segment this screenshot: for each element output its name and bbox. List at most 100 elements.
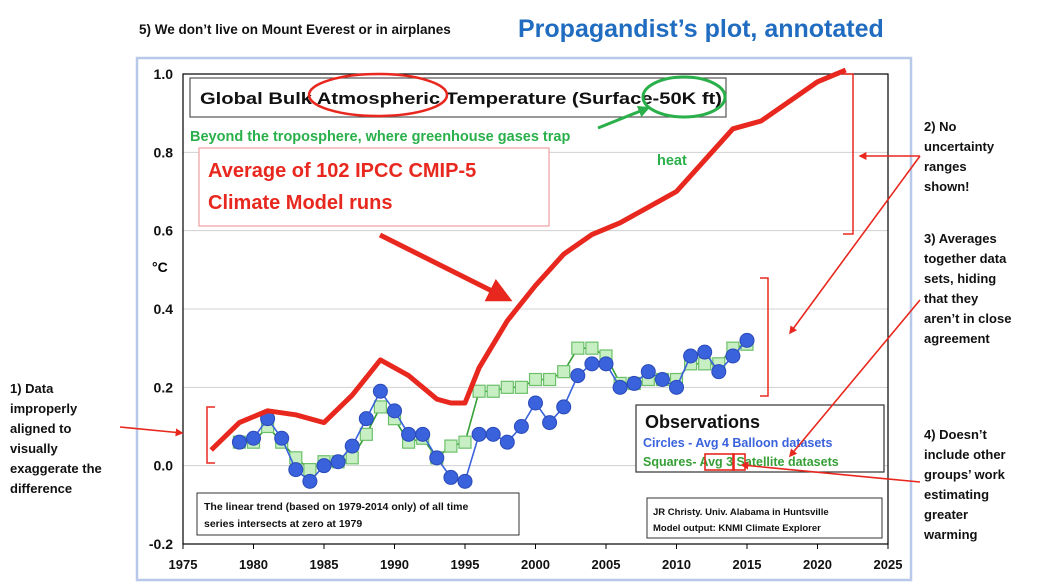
troposphere-note-line2: heat [657,153,687,169]
legend-satellite-num: 3 [726,455,733,469]
balloon-point [739,332,755,348]
annotation-1-line: difference [10,481,73,496]
annotation-3: 3) Averages together data sets, hiding t… [924,229,1011,349]
satellite-point [542,372,557,387]
trend-note-box [196,492,520,536]
legend-balloon-num: 4 [722,436,729,450]
50k-ft-highlight-ellipse [641,75,727,119]
annotation-4-line: warming [924,527,978,542]
balloon-point [344,438,360,454]
balloon-point [598,356,614,372]
y-tick-label: 0.8 [154,144,174,160]
balloon-point [725,348,741,364]
balloon-point [288,462,304,478]
x-tick-label: 1975 [169,557,198,572]
annotation-1-line: aligned to [10,421,72,436]
annotation-3-line: together data [924,251,1007,266]
balloon-point [429,450,445,466]
balloon-point [302,473,318,489]
balloon-point [640,364,656,380]
legend-satellite-suffix: Satellite datasets [733,455,839,469]
satellite-point [472,384,486,398]
satellite-point [528,372,543,387]
y-tick-label: 0.4 [154,301,174,317]
y-tick-label: -0.2 [149,536,173,552]
plot-frame [182,73,889,545]
arrow-annotation-3 [788,299,921,458]
annotation-1-line: visually [10,441,58,456]
balloon-point [457,473,473,489]
annotation-4-line: estimating [924,487,990,502]
satellite-point [557,365,571,379]
satellite-point [373,400,387,414]
x-tick-label: 1985 [310,557,339,572]
satellite-point [486,384,500,398]
x-tick-label: 1990 [380,557,409,572]
bracket-data-alignment [206,406,215,464]
model-label-box [198,147,550,227]
avg-highlight-box [704,453,735,471]
balloon-point [626,375,642,391]
x-tick-label: 2005 [592,557,621,572]
x-tick-label: 2015 [733,557,762,572]
satellite-point [359,427,373,441]
balloon-point [330,454,346,470]
legend-entry-satellite: Squares- Avg 3 Satellite datasets [643,455,839,469]
balloon-point [697,344,713,360]
model-pointer-arrow [378,232,513,302]
annotation-2-line: uncertainty [924,139,995,154]
satellite-point [585,341,599,355]
annotation-2-line: 2) No [924,119,957,134]
x-tick-label: 2010 [662,557,691,572]
x-tick-label: 1980 [239,557,268,572]
balloon-point [711,364,727,380]
page-title: Propagandist’s plot, annotated [518,15,884,43]
balloon-point [471,426,487,442]
balloon-point [654,372,670,387]
annotation-3-line: aren’t in close [924,311,1012,326]
annotation-3-line: agreement [924,331,990,346]
chart-title-box [189,77,727,118]
annotation-1: 1) Data improperly aligned to visually e… [10,379,102,499]
satellite-point [514,380,529,394]
credit-line2: Model output: KNMI Climate Explorer [653,523,821,534]
model-label-line1: Average of 102 IPCC CMIP-5 [208,160,476,182]
model-label-line2: Climate Model runs [208,192,392,214]
balloon-point [499,434,515,450]
chart-title: Global Bulk Atmospheric Temperature (Sur… [200,90,722,108]
annotation-4-line: groups’ work [924,467,1005,482]
troposphere-note-line1: Beyond the troposphere, where greenhouse… [190,129,570,145]
arrow-annotation-4 [740,461,921,483]
data-series [209,67,847,489]
satellite-point [458,435,472,449]
trend-note-line1: The linear trend (based on 1979-2014 onl… [204,501,468,513]
balloon-point [231,434,247,450]
atmospheric-highlight-ellipse [307,72,449,118]
balloon-point [528,395,543,411]
annotation-3-line: 3) Averages [924,231,997,246]
arrow-annotation-1 [119,426,184,437]
balloon-point [542,415,558,431]
satellite-point [571,341,585,355]
y-tick-label: 0.6 [154,223,174,239]
y-tick-labels: -0.2 0.0 0.2 0.4 0.6 0.8 1.0 [149,66,173,552]
balloon-point [556,399,572,415]
bracket-obs-range [760,277,769,397]
trend-note-line2: series intersects at zero at 1979 [204,518,362,530]
troposphere-green-arrow [597,105,651,130]
credit-line1: JR Christy. Univ. Alabama in Huntsville [653,507,829,518]
model-series-line [209,67,847,452]
annotation-5: 5) We don’t live on Mount Everest or in … [139,22,451,37]
annotation-2: 2) No uncertainty ranges shown! [924,117,994,197]
annotation-1-line: exaggerate the [10,461,102,476]
bracket-model-range [843,73,854,235]
annotation-1-line: improperly [10,401,78,416]
satellite-point [303,462,317,477]
legend-title: Observations [645,412,760,432]
balloon-point [612,379,628,395]
balloon-point [316,458,332,474]
balloon-point [401,426,417,442]
balloon-point [387,403,402,419]
legend-balloon-suffix: Balloon datasets [729,436,833,450]
annotation-4-line: 4) Doesn’t [924,427,987,442]
